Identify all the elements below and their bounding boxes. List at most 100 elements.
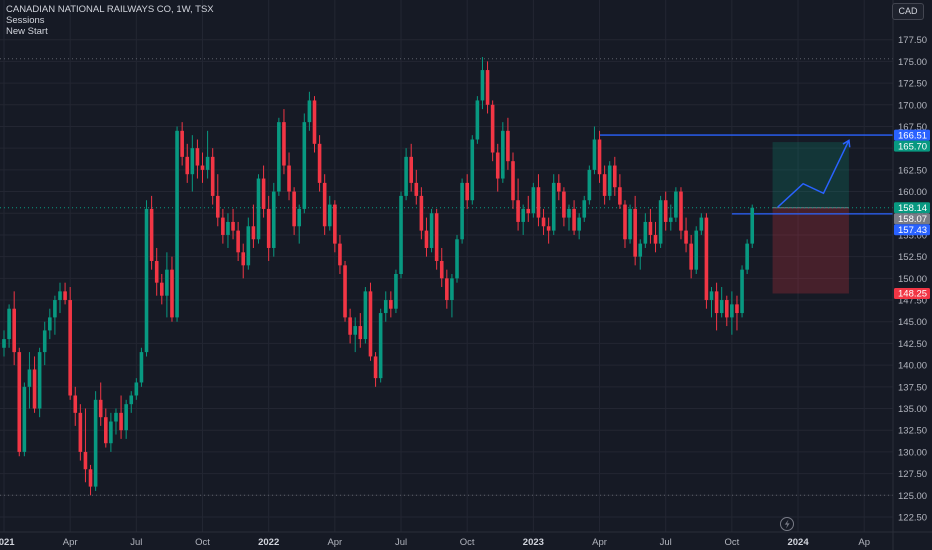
candle-92 <box>470 135 475 205</box>
candle-140 <box>714 282 719 331</box>
candle-body <box>501 130 505 179</box>
candle-61 <box>312 96 317 153</box>
candle-body <box>434 213 439 261</box>
y-tick-label: 167.50 <box>898 122 927 133</box>
candle-body <box>740 269 744 314</box>
candle-body <box>58 291 62 301</box>
candle-46 <box>236 221 240 261</box>
price-tag: 157.43 <box>894 224 930 236</box>
candle-79 <box>404 148 408 201</box>
candle-body <box>170 269 174 318</box>
candle-48 <box>246 217 251 270</box>
candle-body <box>154 260 159 283</box>
candle-body <box>119 412 123 431</box>
candle-3 <box>17 347 22 457</box>
candle-51 <box>261 165 266 218</box>
candle-128 <box>653 221 658 253</box>
x-tick-label: Oct <box>460 537 475 548</box>
candle-body <box>475 100 480 140</box>
candle-8 <box>42 321 47 366</box>
candle-116 <box>592 126 597 175</box>
candle-body <box>353 326 358 335</box>
sessions-indicator-label[interactable]: Sessions <box>6 15 45 26</box>
candle-22 <box>114 408 118 435</box>
candle-body <box>124 404 128 431</box>
candle-62 <box>317 135 322 192</box>
candle-body <box>17 352 22 452</box>
candle-34 <box>175 126 179 322</box>
candle-body <box>414 182 419 196</box>
candle-93 <box>475 96 480 144</box>
candle-body <box>32 369 37 409</box>
candle-132 <box>674 187 678 222</box>
candle-body <box>577 217 581 231</box>
candle-body <box>226 221 230 235</box>
candle-147 <box>750 204 755 248</box>
candle-15 <box>78 404 83 461</box>
candle-body <box>271 191 276 248</box>
candle-100 <box>511 152 515 209</box>
candle-120 <box>613 156 617 196</box>
symbol-title[interactable]: CANADIAN NATIONAL RAILWAYS CO, 1W, TSX <box>6 4 214 15</box>
candle-body <box>445 278 449 301</box>
candle-body <box>221 217 225 235</box>
y-tick-label: 145.00 <box>898 317 927 328</box>
candle-130 <box>663 191 668 231</box>
candle-38 <box>195 139 200 179</box>
horizontal-lines-layer <box>0 58 893 496</box>
candle-body <box>307 100 312 123</box>
y-tick-label: 172.50 <box>898 79 927 90</box>
new-start-indicator-label[interactable]: New Start <box>6 26 48 37</box>
candle-112 <box>572 200 576 235</box>
candle-body <box>317 143 322 183</box>
candle-24 <box>124 399 128 439</box>
candle-102 <box>521 204 525 235</box>
candle-body <box>638 243 643 257</box>
candle-body <box>399 195 403 274</box>
candle-body <box>114 412 118 422</box>
candle-75 <box>383 291 388 322</box>
candle-body <box>180 130 184 157</box>
candle-9 <box>48 308 52 340</box>
candle-18 <box>93 391 98 491</box>
candle-body <box>699 217 704 231</box>
candle-52 <box>266 195 271 261</box>
candle-55 <box>282 109 286 175</box>
candle-body <box>215 195 220 218</box>
candle-body <box>719 300 724 314</box>
candle-59 <box>302 113 307 214</box>
candle-99 <box>506 117 510 170</box>
currency-badge[interactable]: CAD <box>892 3 924 20</box>
candle-114 <box>582 195 587 222</box>
candle-body <box>175 130 179 318</box>
price-tag-box <box>894 288 930 300</box>
candle-body <box>27 369 32 387</box>
candle-60 <box>307 91 312 131</box>
candle-body <box>134 382 139 396</box>
candle-body <box>37 352 42 409</box>
candle-body <box>485 70 490 105</box>
candle-2 <box>12 291 16 366</box>
candle-37 <box>190 135 195 192</box>
candle-body <box>93 399 98 487</box>
candle-126 <box>643 213 648 248</box>
candle-body <box>327 204 332 227</box>
candles-layer <box>2 57 755 496</box>
candle-body <box>185 156 190 175</box>
candle-96 <box>490 100 495 162</box>
candle-body <box>684 230 688 244</box>
candle-body <box>653 234 658 244</box>
bolt-icon[interactable] <box>780 517 794 531</box>
x-tick-label: 2021 <box>0 537 15 548</box>
candle-44 <box>226 213 230 248</box>
price-tag-label: 165.70 <box>898 141 927 152</box>
candle-body <box>490 104 495 153</box>
position-loss-zone <box>772 207 849 294</box>
candle-23 <box>119 395 123 439</box>
candle-11 <box>58 282 62 314</box>
candle-body <box>730 304 734 318</box>
candle-body <box>562 191 566 218</box>
candle-body <box>551 182 556 231</box>
candle-91 <box>465 174 469 209</box>
